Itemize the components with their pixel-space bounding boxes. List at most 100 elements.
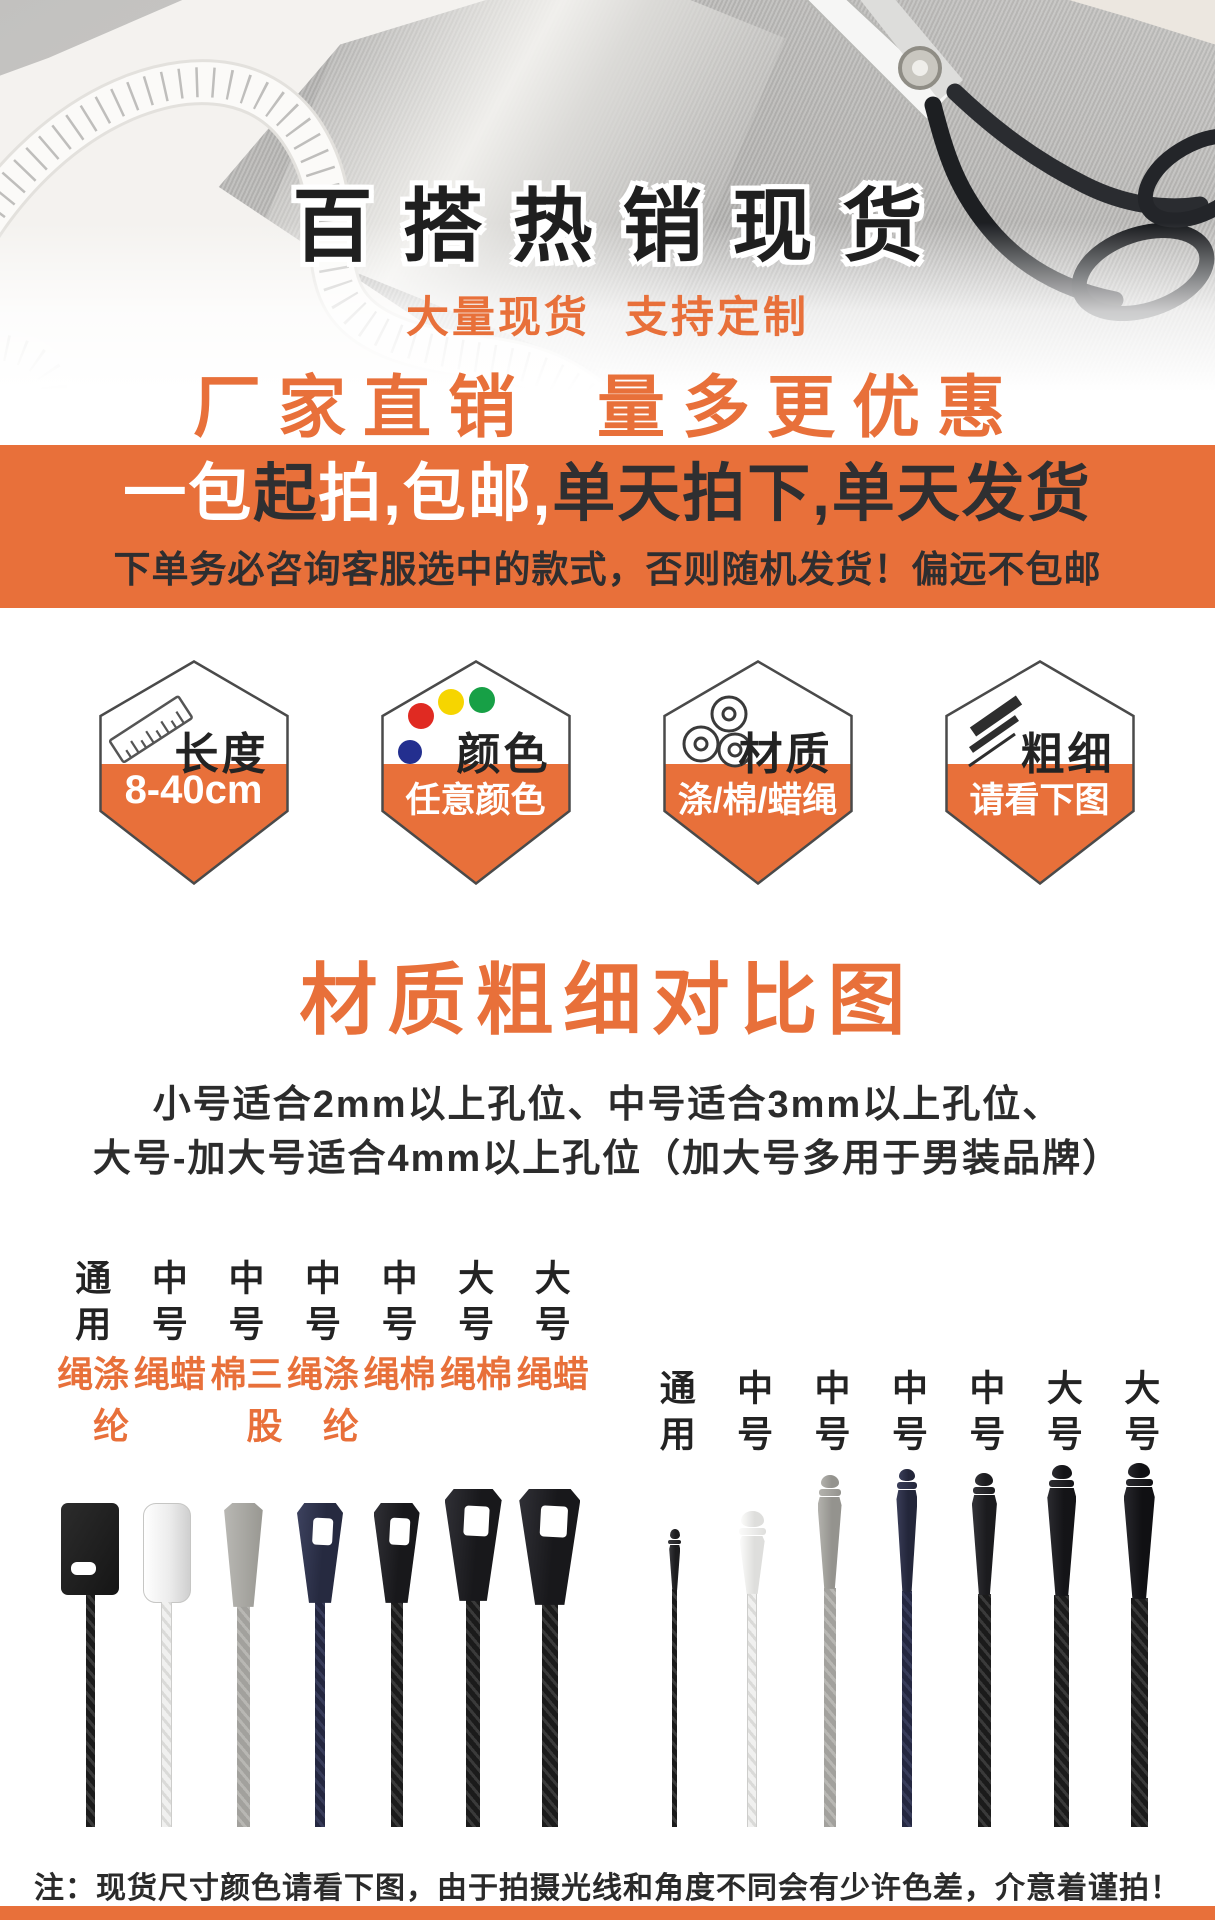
tag-head-black-window	[519, 1488, 581, 1605]
bullet-ring	[668, 1539, 682, 1544]
product-column-large-black: 大号	[1023, 1369, 1100, 1827]
size-label: 通用	[654, 1368, 696, 1461]
material-label: 蜡 绳	[511, 1354, 589, 1459]
promo-part-1: 一包	[123, 458, 254, 529]
bullet-ring	[896, 1481, 917, 1489]
tag-cord	[1054, 1594, 1070, 1827]
products-comparison: 通用 涤纶绳 中号 蜡 绳 中号 三股棉 中号 涤纶绳	[0, 1259, 1215, 1827]
tag-head-black-window	[373, 1502, 420, 1603]
size-label: 中号	[376, 1258, 418, 1351]
tag-cord	[236, 1605, 250, 1827]
material-label: 三股棉	[205, 1354, 283, 1459]
size-label: 中号	[964, 1368, 1006, 1461]
badge-thickness-label: 粗细	[1020, 730, 1115, 779]
product-column-medium-wax: 中号 蜡 绳	[129, 1259, 206, 1827]
tag-cord	[977, 1593, 991, 1827]
size-label: 中号	[146, 1258, 188, 1351]
bullet-ring	[973, 1486, 996, 1494]
tag-head-bullet-navy	[896, 1468, 918, 1592]
product-column-medium-cotton: 中号 棉 绳	[358, 1258, 436, 1827]
material-label: 蜡 绳	[128, 1354, 206, 1459]
product-column-medium-polyester: 中号 涤纶绳	[282, 1259, 359, 1827]
product-group-right: 通用 中号 中号 中号 中号	[636, 1369, 1178, 1827]
size-label: 大号	[1119, 1368, 1161, 1461]
tag-cord	[390, 1601, 403, 1827]
product-column-medium-3ply-cotton: 中号 三股棉	[205, 1259, 282, 1827]
bullet-cap	[975, 1472, 994, 1486]
tag-cord	[466, 1599, 481, 1827]
product-column-large-cotton: 大号 棉 绳	[435, 1259, 512, 1827]
bullet-ring	[738, 1527, 766, 1535]
size-label: 大号	[529, 1258, 571, 1351]
promo-part-3: 拍,包邮,	[318, 458, 553, 529]
badge-thickness: 粗细 请看下图	[944, 660, 1135, 885]
product-group-left: 通用 涤纶绳 中号 蜡 绳 中号 三股棉 中号 涤纶绳	[52, 1258, 589, 1827]
bullet-ring	[818, 1488, 841, 1496]
material-label: 棉 绳	[358, 1354, 436, 1459]
promo-headline: 一包起拍,包邮,单天拍下,单天发货	[123, 458, 1092, 529]
tag-head-black-window	[444, 1488, 502, 1601]
tag-cord	[315, 1601, 326, 1827]
tag-head-bullet-white	[738, 1510, 766, 1594]
bullet-body	[817, 1496, 842, 1589]
product-column-medium-navy: 中号	[868, 1369, 945, 1827]
badge-color: 颜色 任意颜色	[380, 660, 571, 885]
badge-length-label: 长度	[174, 730, 269, 779]
promo-part-4: 单天拍下,单天发货	[552, 458, 1092, 529]
product-column-large-black-xl: 大号	[1101, 1369, 1178, 1827]
badge-length: 长度 8-40cm	[98, 660, 289, 885]
compare-description: 小号适合2mm以上孔位、中号适合3mm以上孔位、 大号-加大号适合4mm以上孔位（…	[0, 1079, 1215, 1187]
size-label: 大号	[453, 1258, 495, 1351]
bullet-cap	[1051, 1464, 1072, 1479]
hero-tagline: 厂家直销 量多更优惠	[193, 370, 1022, 445]
material-label: 棉 绳	[435, 1354, 513, 1459]
product-column-universal: 通用	[636, 1369, 713, 1827]
size-label: 中号	[809, 1368, 851, 1461]
feature-badges: 长度 8-40cm 颜色 任意颜色	[0, 660, 1215, 885]
compare-desc-line1: 小号适合2mm以上孔位、中号适合3mm以上孔位、	[152, 1084, 1063, 1126]
size-label: 中号	[886, 1368, 928, 1461]
badge-color-label: 颜色	[456, 730, 551, 779]
hero-subtitle: 大量现货 支持定制	[406, 294, 809, 342]
tag-head-black-tab	[61, 1502, 120, 1595]
tag-cord	[672, 1588, 678, 1827]
tag-cord	[823, 1587, 836, 1827]
footnote: 注：现货尺寸颜色请看下图，由于拍摄光线和角度不同会有少许色差，介意着谨拍！	[34, 1871, 1181, 1905]
size-label: 大号	[1041, 1368, 1083, 1461]
hero-title: 百搭热销现货	[292, 182, 953, 271]
compare-title: 材质粗细对比图	[299, 956, 916, 1044]
bullet-cap	[898, 1468, 915, 1481]
bullet-body	[669, 1544, 681, 1590]
bullet-body	[1047, 1487, 1077, 1596]
product-column-medium-white: 中号	[713, 1369, 790, 1827]
tag-cord	[161, 1601, 173, 1827]
bullet-body	[971, 1494, 997, 1595]
tag-head-gray-taper	[224, 1502, 263, 1607]
footer-bar	[0, 1906, 1215, 1920]
bullet-cap	[740, 1510, 764, 1527]
bullet-body	[1123, 1486, 1155, 1599]
badge-color-value: 任意颜色	[405, 781, 546, 820]
bullet-ring	[1049, 1479, 1075, 1487]
tag-head-bullet-black-xl	[1123, 1462, 1155, 1599]
badge-material: 材质 涤/棉/蜡绳	[662, 660, 853, 885]
bullet-cap	[1128, 1462, 1151, 1478]
tag-head-bullet-black	[971, 1472, 997, 1595]
bullet-body	[739, 1535, 765, 1594]
tag-cord	[1130, 1597, 1148, 1827]
badge-material-label: 材质	[738, 730, 833, 779]
tag-cord	[85, 1593, 95, 1827]
size-label: 中号	[732, 1368, 774, 1461]
product-column-medium-black: 中号	[946, 1369, 1023, 1827]
bullet-cap	[669, 1528, 680, 1539]
tag-head-bullet-black-large	[1047, 1464, 1077, 1596]
tag-head-bullet-gray	[817, 1474, 842, 1589]
material-label: 涤纶绳	[282, 1354, 360, 1459]
hero-section: 百搭热销现货 大量现货 支持定制 厂家直销 量多更优惠	[0, 0, 1215, 445]
bullet-cap	[820, 1474, 839, 1488]
material-label: 涤纶绳	[52, 1354, 130, 1459]
white-fade-overlay	[0, 0, 1215, 445]
tag-cord	[901, 1590, 912, 1827]
tag-head-white-cylinder	[142, 1502, 191, 1603]
